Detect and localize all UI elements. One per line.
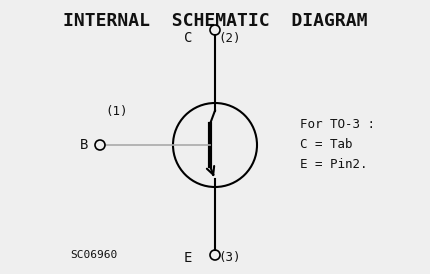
Text: (2): (2) [218, 32, 240, 44]
Text: (1): (1) [105, 105, 127, 118]
Text: C: C [183, 31, 191, 45]
Text: SC06960: SC06960 [70, 250, 117, 260]
Text: E: E [183, 251, 191, 265]
Text: For TO-3 :
C = Tab
E = Pin2.: For TO-3 : C = Tab E = Pin2. [299, 118, 374, 172]
Text: (3): (3) [218, 252, 240, 264]
Text: INTERNAL  SCHEMATIC  DIAGRAM: INTERNAL SCHEMATIC DIAGRAM [63, 12, 367, 30]
Text: B: B [80, 138, 88, 152]
